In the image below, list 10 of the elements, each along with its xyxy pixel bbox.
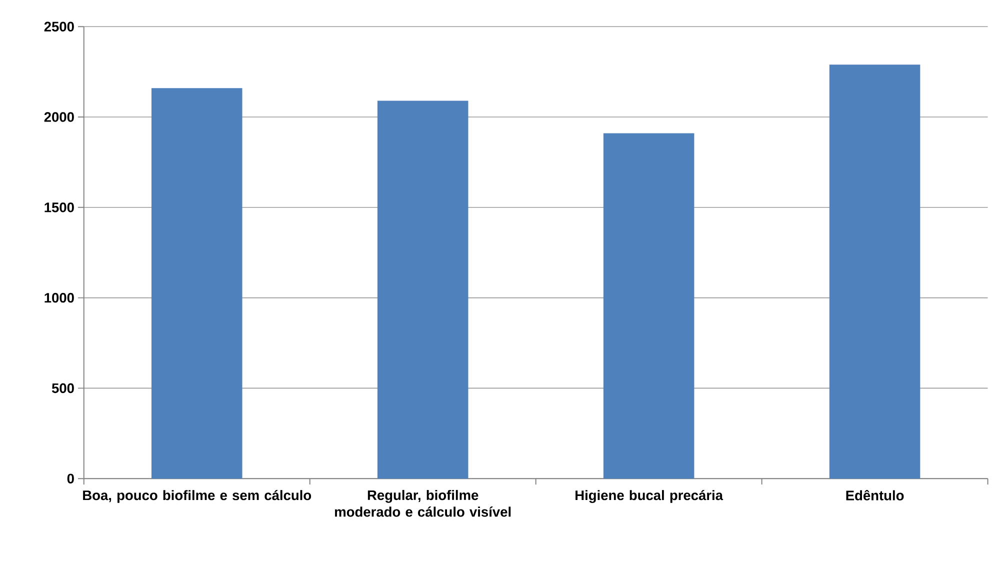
y-tick-label: 500	[52, 383, 74, 393]
x-tick-label: Regular, biofilme moderado e cálculo visível	[335, 490, 511, 517]
x-tick-label: Edêntulo	[846, 490, 904, 500]
y-tick-label: 2000	[44, 112, 74, 122]
y-tick-label: 0	[67, 474, 74, 484]
x-tick-label: Boa, pouco biofilme e sem cálculo	[83, 490, 312, 503]
y-tick-label: 1500	[44, 202, 74, 212]
y-tick-label: 2500	[44, 22, 74, 32]
x-tick-label: Higiene bucal precária	[576, 490, 724, 503]
y-tick-label: 1000	[44, 292, 74, 303]
